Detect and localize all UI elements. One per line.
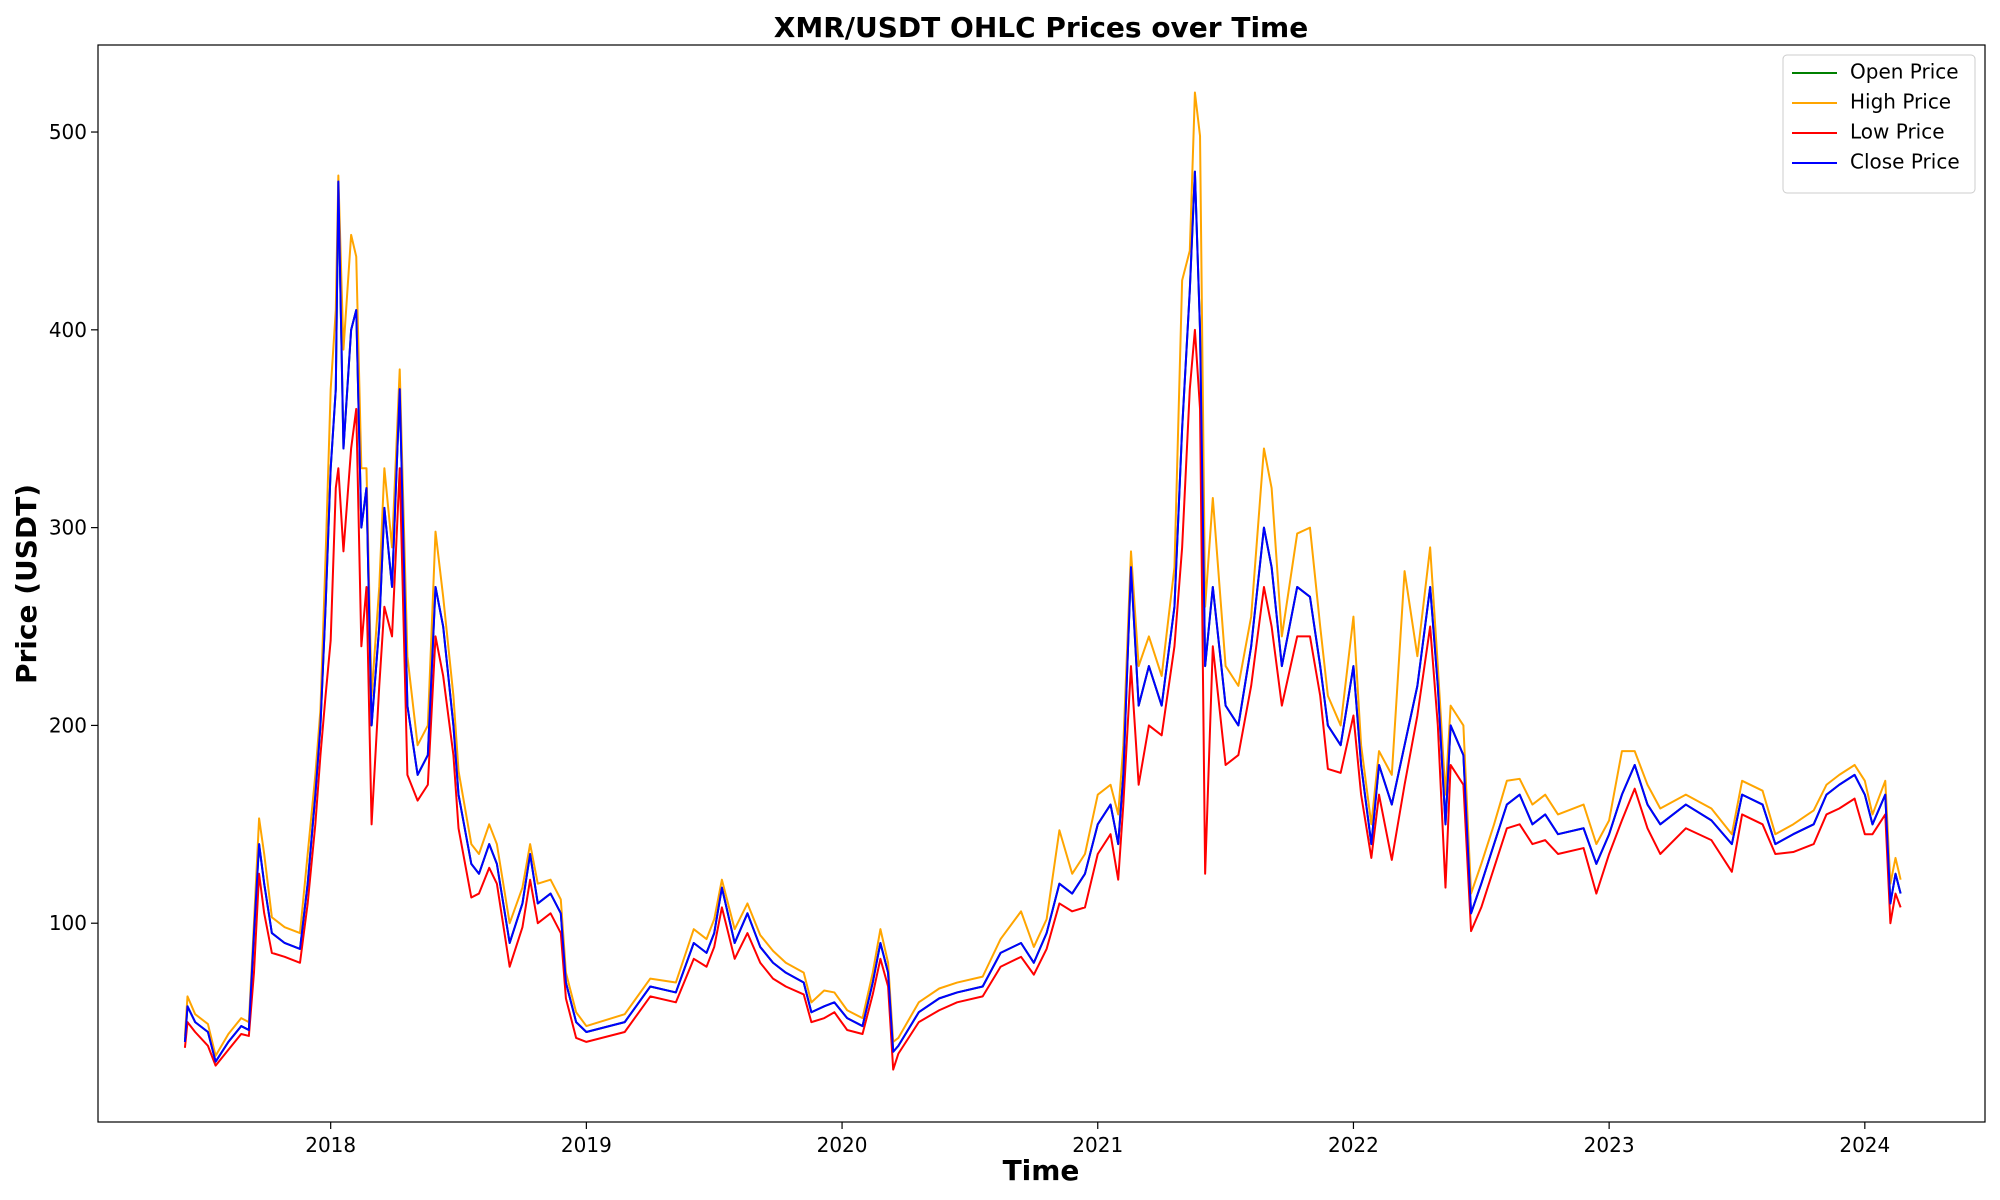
chart-title: XMR/USDT OHLC Prices over Time	[774, 11, 1308, 44]
legend: Open Price High Price Low Price Close Price	[1782, 54, 1976, 194]
x-tick-label: 2024	[1839, 1133, 1890, 1157]
x-tick-label: 2023	[1584, 1133, 1635, 1157]
x-tick-label: 2019	[561, 1133, 612, 1157]
x-tick-label: 2020	[817, 1133, 868, 1157]
y-tick-label: 400	[49, 318, 87, 342]
legend-label: Close Price	[1850, 150, 1960, 174]
legend-label: High Price	[1850, 90, 1951, 114]
x-tick-label: 2018	[305, 1133, 356, 1157]
x-tick-label: 2021	[1072, 1133, 1123, 1157]
x-axis-label: Time	[1003, 1154, 1080, 1187]
y-tick-label: 300	[49, 516, 87, 540]
series-line	[183, 91, 1902, 1057]
y-tick-label: 500	[49, 120, 87, 144]
plot-frame	[97, 44, 1986, 1123]
legend-box	[1782, 54, 1976, 194]
x-tick-label: 2022	[1328, 1133, 1379, 1157]
series-line	[183, 170, 1902, 1063]
y-tick-label: 100	[49, 911, 87, 935]
legend-label: Open Price	[1850, 60, 1959, 84]
legend-label: Low Price	[1850, 120, 1945, 144]
series-line	[183, 328, 1902, 1071]
y-axis-label: Price (USDT)	[10, 484, 43, 684]
y-tick-label: 200	[49, 713, 87, 737]
